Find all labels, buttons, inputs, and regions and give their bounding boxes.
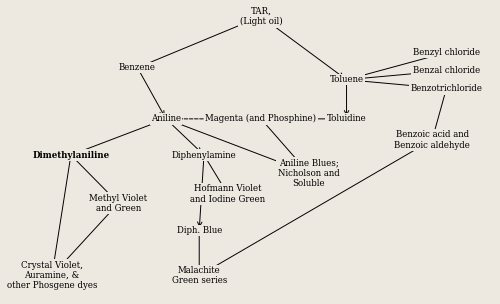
Text: Aniline Blues;
Nicholson and
Soluble: Aniline Blues; Nicholson and Soluble [278,158,340,188]
Text: Magenta (and Phosphine): Magenta (and Phosphine) [206,114,316,123]
Text: Toluene: Toluene [330,75,364,84]
Text: Benzoic acid and
Benzoic aldehyde: Benzoic acid and Benzoic aldehyde [394,130,470,150]
Text: Hofmann Violet
and Iodine Green: Hofmann Violet and Iodine Green [190,185,266,204]
Text: Toluidine: Toluidine [326,114,366,123]
Text: Aniline: Aniline [151,114,181,123]
Text: Dimethylaniline: Dimethylaniline [32,150,110,160]
Text: Benzal chloride: Benzal chloride [412,66,480,75]
Text: Crystal Violet,
Auramine, &
other Phosgene dyes: Crystal Violet, Auramine, & other Phosge… [6,261,97,290]
Text: Diphenylamine: Diphenylamine [172,150,236,160]
Text: TAR,
(Light oil): TAR, (Light oil) [240,7,282,26]
Text: Benzyl chloride: Benzyl chloride [413,48,480,57]
Text: Methyl Violet
and Green: Methyl Violet and Green [90,194,148,213]
Text: Malachite
Green series: Malachite Green series [172,266,227,285]
Text: Benzotrichloride: Benzotrichloride [410,84,482,93]
Text: Diph. Blue: Diph. Blue [176,226,222,235]
Text: Benzene: Benzene [119,63,156,72]
